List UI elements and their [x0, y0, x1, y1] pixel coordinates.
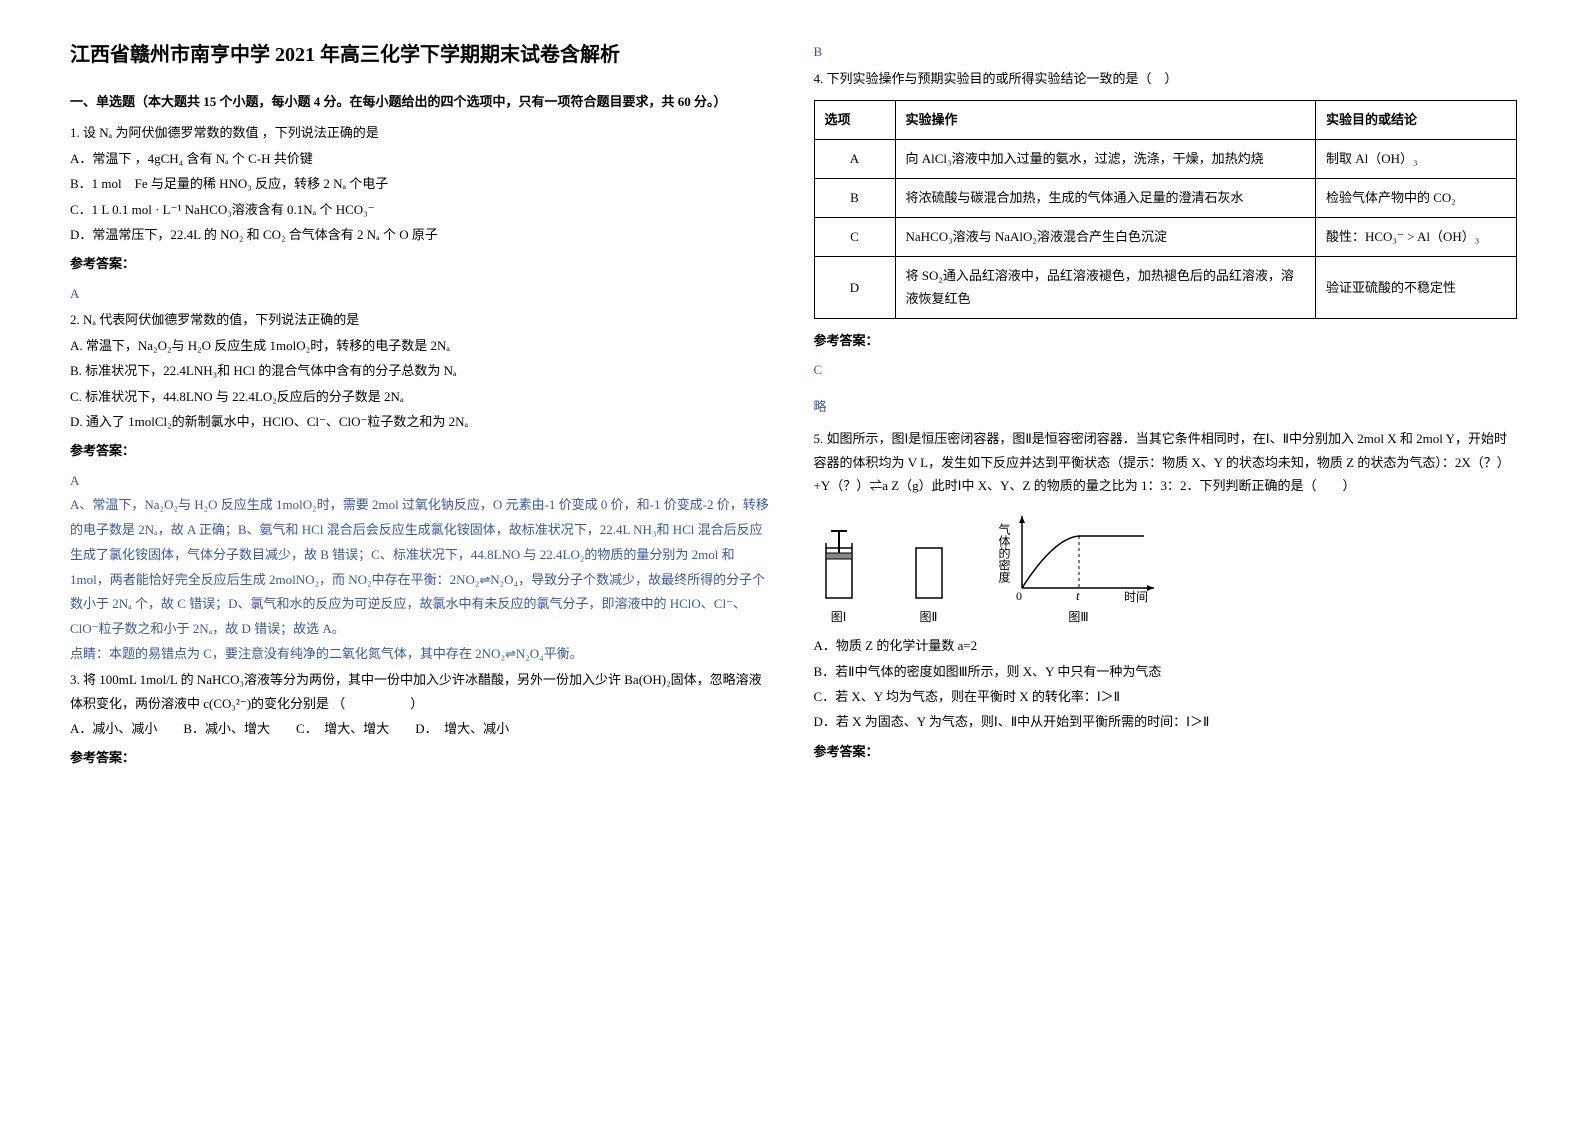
q1-opt-d: D．常温常压下，22.4L 的 NO₂ 和 CO₂ 合气体含有 2 Nₐ 个 O…: [70, 223, 774, 246]
q5-opt-c: C．若 X、Y 均为气态，则在平衡时 X 的转化率：Ⅰ＞Ⅱ: [814, 685, 1518, 708]
closed-container-icon: [904, 523, 954, 603]
q2-answer-heading: 参考答案：: [70, 439, 774, 462]
q3-stem: 3. 将 100mL 1mol/L 的 NaHCO₃溶液等分为两份，其中一份中加…: [70, 668, 774, 715]
q2-explanation: A、常温下，Na₂O₂与 H₂O 反应生成 1molO₂时，需要 2mol 过氧…: [70, 493, 774, 641]
table-row: B 将浓硫酸与碳混合加热，生成的气体通入足量的澄清石灰水 检验气体产物中的 CO…: [814, 179, 1517, 218]
q5-answer-heading: 参考答案：: [814, 740, 1518, 763]
q1-answer: A: [70, 282, 774, 307]
table-header-row: 选项 实验操作 实验目的或结论: [814, 101, 1517, 140]
q2-answer: A: [70, 469, 774, 494]
q4-brief: 略: [814, 395, 1518, 420]
density-time-chart-icon: 0 t 时间 气体的密度: [994, 508, 1164, 603]
cell-op: NaHCO₃溶液与 NaAlO₂溶液混合产生白色沉淀: [895, 218, 1316, 257]
cell-res: 制取 Al（OH）₃: [1316, 140, 1517, 179]
q1-opt-b: B．1 mol Fe 与足量的稀 HNO₃ 反应，转移 2 Nₐ 个电子: [70, 172, 774, 195]
axis-x-label: 时间: [1124, 590, 1148, 603]
q5-stem: 5. 如图所示，图Ⅰ是恒压密闭容器，图Ⅱ是恒容密闭容器．当其它条件相同时，在Ⅰ、…: [814, 427, 1518, 497]
th-conclusion: 实验目的或结论: [1316, 101, 1517, 140]
q5-figures: 图Ⅰ 图Ⅱ 0 t 时间 气体的密度: [814, 508, 1518, 629]
cell-op: 将浓硫酸与碳混合加热，生成的气体通入足量的澄清石灰水: [895, 179, 1316, 218]
fig2-label: 图Ⅱ: [904, 607, 954, 629]
q2-opt-a: A. 常温下，Na₂O₂与 H₂O 反应生成 1molO₂时，转移的电子数是 2…: [70, 334, 774, 357]
q5-opt-b: B．若Ⅱ中气体的密度如图Ⅲ所示，则 X、Y 中只有一种为气态: [814, 660, 1518, 683]
section-heading: 一、单选题（本大题共 15 个小题，每小题 4 分。在每小题给出的四个选项中，只…: [70, 90, 774, 113]
cell-res: 验证亚硫酸的不稳定性: [1316, 257, 1517, 318]
th-operation: 实验操作: [895, 101, 1316, 140]
axis-y-label: 气体的密度: [997, 521, 1011, 582]
q1-opt-a: A．常温下 ，4gCH₄ 含有 Nₐ 个 C-H 共价键: [70, 147, 774, 170]
cell-op: 向 AlCl₃溶液中加入过量的氨水，过滤，洗涤，干燥，加热灼烧: [895, 140, 1316, 179]
q3-answer: B: [814, 40, 1518, 65]
q3-answer-heading: 参考答案：: [70, 746, 774, 769]
q1-answer-heading: 参考答案：: [70, 252, 774, 275]
figure-1: 图Ⅰ: [814, 523, 864, 629]
figure-2: 图Ⅱ: [904, 523, 954, 629]
q5-opt-d: D．若 X 为固态、Y 为气态，则Ⅰ、Ⅱ中从开始到平衡所需的时间：Ⅰ＞Ⅱ: [814, 710, 1518, 733]
fig3-label: 图Ⅲ: [994, 607, 1164, 629]
table-row: C NaHCO₃溶液与 NaAlO₂溶液混合产生白色沉淀 酸性：HCO₃⁻ > …: [814, 218, 1517, 257]
piston-container-icon: [814, 523, 864, 603]
cell-op: 将 SO₂通入品红溶液中，品红溶液褪色，加热褪色后的品红溶液，溶液恢复红色: [895, 257, 1316, 318]
figure-3: 0 t 时间 气体的密度 图Ⅲ: [994, 508, 1164, 629]
table-row: A 向 AlCl₃溶液中加入过量的氨水，过滤，洗涤，干燥，加热灼烧 制取 Al（…: [814, 140, 1517, 179]
q4-answer-heading: 参考答案：: [814, 329, 1518, 352]
svg-text:0: 0: [1016, 589, 1022, 603]
th-option: 选项: [814, 101, 895, 140]
table-row: D 将 SO₂通入品红溶液中，品红溶液褪色，加热褪色后的品红溶液，溶液恢复红色 …: [814, 257, 1517, 318]
cell-res: 酸性：HCO₃⁻ > Al（OH）₃: [1316, 218, 1517, 257]
q1-stem: 1. 设 Nₐ 为阿伏伽德罗常数的数值 ，下列说法正确的是: [70, 121, 774, 144]
q4-table: 选项 实验操作 实验目的或结论 A 向 AlCl₃溶液中加入过量的氨水，过滤，洗…: [814, 100, 1518, 319]
cell-res: 检验气体产物中的 CO₂: [1316, 179, 1517, 218]
axis-t-label: t: [1076, 588, 1080, 603]
q2-stem: 2. Nₐ 代表阿伏伽德罗常数的值，下列说法正确的是: [70, 308, 774, 331]
cell-opt: A: [814, 140, 895, 179]
q3-options: A．减小、减小 B．减小、增大 C． 增大、增大 D． 增大、减小: [70, 717, 774, 740]
cell-opt: C: [814, 218, 895, 257]
q2-opt-b: B. 标准状况下，22.4LNH₃和 HCl 的混合气体中含有的分子总数为 Nₐ: [70, 359, 774, 382]
q1-opt-c: C．1 L 0.1 mol · L⁻¹ NaHCO₃溶液含有 0.1Nₐ 个 H…: [70, 198, 774, 221]
q2-note: 点睛：本题的易错点为 C，要注意没有纯净的二氧化氮气体，其中存在 2NO₂⇌N₂…: [70, 642, 774, 667]
right-column: B 4. 下列实验操作与预期实验目的或所得实验结论一致的是（ ） 选项 实验操作…: [794, 40, 1538, 1082]
q5-opt-a: A．物质 Z 的化学计量数 a=2: [814, 634, 1518, 657]
q4-stem: 4. 下列实验操作与预期实验目的或所得实验结论一致的是（ ）: [814, 67, 1518, 90]
cell-opt: D: [814, 257, 895, 318]
page: 江西省赣州市南亨中学 2021 年高三化学下学期期末试卷含解析 一、单选题（本大…: [0, 0, 1587, 1122]
q2-opt-c: C. 标准状况下，44.8LNO 与 22.4LO₂反应后的分子数是 2Nₐ: [70, 385, 774, 408]
fig1-label: 图Ⅰ: [814, 607, 864, 629]
q2-opt-d: D. 通入了 1molCl₂的新制氯水中，HClO、Cl⁻、ClO⁻粒子数之和为…: [70, 410, 774, 433]
q4-answer: C: [814, 358, 1518, 383]
cell-opt: B: [814, 179, 895, 218]
left-column: 江西省赣州市南亨中学 2021 年高三化学下学期期末试卷含解析 一、单选题（本大…: [50, 40, 794, 1082]
doc-title: 江西省赣州市南亨中学 2021 年高三化学下学期期末试卷含解析: [70, 40, 774, 70]
